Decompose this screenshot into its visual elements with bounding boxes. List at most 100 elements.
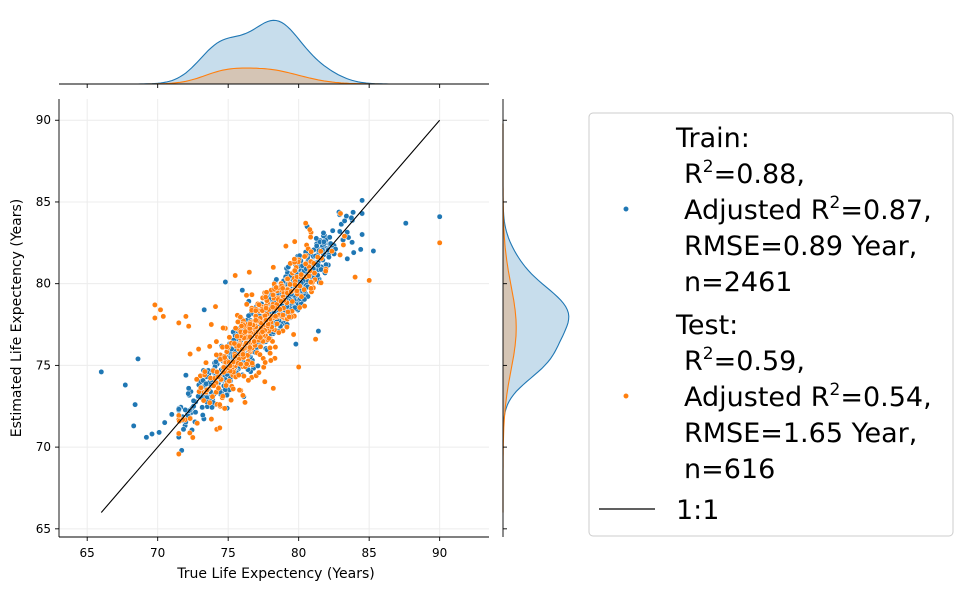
test-point <box>185 323 192 330</box>
test-point <box>263 289 270 296</box>
identity-line <box>100 119 441 513</box>
test-point <box>243 292 250 299</box>
test-point <box>307 279 314 286</box>
test-point <box>301 253 308 260</box>
test-point <box>284 275 291 282</box>
test-point <box>289 298 296 305</box>
test-point <box>219 393 226 400</box>
grid-lines <box>59 99 489 537</box>
test-point <box>257 343 264 350</box>
test-point <box>209 393 216 400</box>
train-point <box>156 429 163 436</box>
test-point <box>208 321 215 328</box>
test-legend-marker <box>623 393 629 399</box>
test-point <box>273 284 280 291</box>
test-point <box>252 317 259 324</box>
test-point <box>341 233 348 240</box>
test-point <box>247 321 253 327</box>
train-point <box>326 234 333 241</box>
test-point <box>226 334 233 341</box>
test-point <box>284 308 291 315</box>
train-point <box>190 397 197 404</box>
main-axes: 65 70 75 80 85 90 65 70 75 80 85 90 True Life Expect… <box>9 99 489 582</box>
train-point <box>436 213 443 220</box>
test-point <box>187 351 194 357</box>
test-point <box>213 338 220 345</box>
train-point <box>161 419 168 426</box>
test-legend-line: Test: <box>675 310 738 341</box>
test-point <box>206 399 213 406</box>
train-point <box>185 390 192 397</box>
test-point <box>308 285 314 292</box>
train-point <box>357 246 364 253</box>
train-point <box>201 306 208 313</box>
x-tick-label: 70 <box>150 546 165 560</box>
test-point <box>234 333 240 340</box>
train-legend-line: Train: <box>675 123 750 154</box>
test-point <box>157 306 164 313</box>
test-point <box>208 416 215 423</box>
train-point <box>292 341 299 348</box>
test-point <box>337 251 344 258</box>
test-point <box>274 320 280 327</box>
test-point <box>186 429 193 436</box>
test-point <box>288 288 294 295</box>
test-point <box>213 351 220 358</box>
y-axis-label: Estimated Life Expectency (Years) <box>9 199 25 437</box>
train-point <box>149 431 155 437</box>
identity-legend-label: 1:1 <box>676 495 719 526</box>
test-point <box>151 315 158 321</box>
test-point <box>267 350 274 357</box>
test-point <box>306 226 313 233</box>
test-point <box>262 294 269 301</box>
train-point <box>245 312 252 319</box>
train-point <box>182 372 189 379</box>
test-legend-line: RMSE=1.65 Year, <box>684 418 917 449</box>
test-point <box>226 378 233 384</box>
marginal-distributions <box>59 19 570 537</box>
test-point <box>294 287 300 294</box>
test-point <box>221 354 228 361</box>
train-point <box>349 239 356 246</box>
test-point <box>436 239 443 246</box>
test-point <box>302 220 309 227</box>
train-point <box>168 411 175 418</box>
x-tick-label: 75 <box>221 546 236 560</box>
train-point <box>320 229 327 236</box>
test-point <box>255 369 262 376</box>
test-point <box>215 385 222 392</box>
test-point <box>245 377 252 384</box>
test-point <box>221 405 228 412</box>
train-point <box>185 385 192 392</box>
train-point <box>359 197 366 204</box>
test-point <box>256 301 263 308</box>
test-point <box>282 243 289 250</box>
legend-frame <box>588 112 954 537</box>
y-tick-label: 70 <box>36 440 51 454</box>
test-point <box>231 353 238 360</box>
train-point <box>402 220 409 227</box>
test-point <box>231 340 238 347</box>
test-point <box>307 234 314 241</box>
train-point <box>199 412 206 419</box>
test-point <box>301 303 308 310</box>
test-point <box>263 305 270 312</box>
test-point <box>272 344 279 351</box>
test-point <box>193 376 200 383</box>
test-point <box>237 361 244 368</box>
test-point <box>290 331 297 338</box>
test-point <box>247 333 254 340</box>
test-point <box>291 238 298 245</box>
test-point <box>182 313 189 320</box>
test-point <box>236 387 243 394</box>
test-point <box>261 378 268 385</box>
train-legend-line: Adjusted R2=0.87, <box>684 193 932 226</box>
test-point <box>203 359 209 366</box>
test-point <box>189 434 196 441</box>
test-point <box>243 301 250 308</box>
test-point <box>151 301 158 308</box>
test-point <box>302 260 309 267</box>
test-point <box>295 364 302 370</box>
train-point <box>175 406 182 413</box>
test-point <box>275 329 282 336</box>
